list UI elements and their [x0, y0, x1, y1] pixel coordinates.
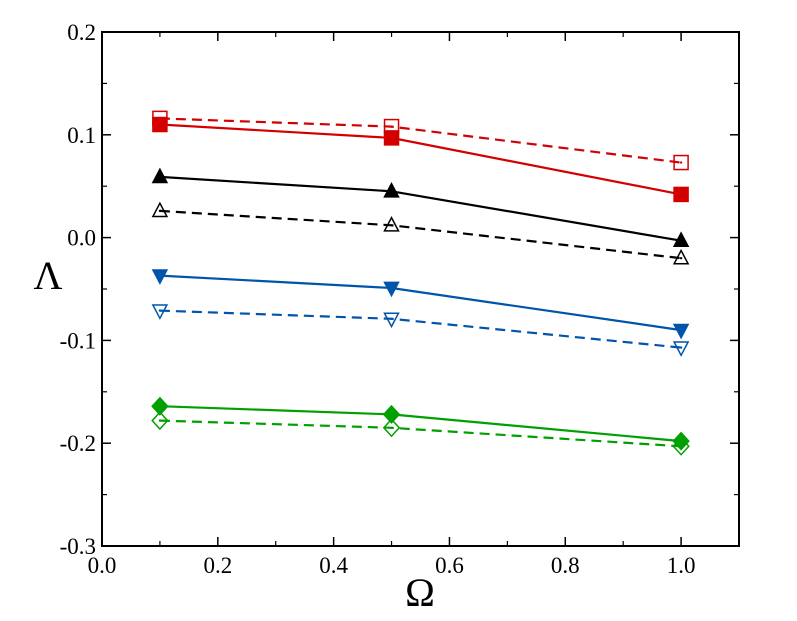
- series-blue-dashed-open-triangle-down: [151, 304, 690, 357]
- diamond-marker: [382, 404, 401, 424]
- series-line: [159, 209, 682, 260]
- y-tick-label: 0.2: [67, 20, 96, 45]
- diamond-marker: [151, 396, 169, 416]
- diamond-marker: [382, 418, 401, 438]
- marker-center-dot: [390, 224, 393, 227]
- series-black-solid-filled-triangle-up: [151, 167, 690, 248]
- triangle-up-marker: [383, 181, 400, 198]
- x-tick-label: 0.6: [435, 553, 464, 578]
- x-axis-label: Ω: [405, 570, 435, 615]
- marker-center-dot: [679, 445, 683, 448]
- y-tick-label: -0.1: [60, 328, 96, 353]
- y-tick-label: 0.1: [67, 123, 96, 148]
- series-line: [159, 405, 682, 443]
- x-tick-label: 0.8: [551, 553, 580, 578]
- x-tick-label: 0.4: [319, 553, 348, 578]
- marker-center-dot: [679, 256, 683, 260]
- triangle-down-marker: [672, 341, 690, 357]
- marker-center-dot: [679, 161, 683, 164]
- series-black-dashed-open-triangle-up: [151, 201, 690, 265]
- triangle-up-marker: [672, 231, 690, 248]
- diamond-marker: [151, 411, 169, 431]
- triangle-up-marker: [151, 201, 169, 218]
- triangle-up-marker: [672, 248, 690, 265]
- series-line: [159, 123, 682, 196]
- square-marker: [383, 130, 400, 146]
- triangle-up-marker: [151, 167, 169, 184]
- tick-labels: 0.0 0.2 0.4 0.6 0.8 1.0 -0.3 -0.2 -0.1 0.0 0.1 0.2: [60, 20, 696, 578]
- triangle-down-marker: [151, 304, 169, 320]
- series-group: [151, 110, 690, 456]
- series-green-solid-filled-diamond: [151, 396, 690, 451]
- marker-center-dot: [679, 346, 683, 349]
- marker-center-dot: [158, 209, 162, 213]
- series-red-dashed-open-square: [152, 110, 689, 171]
- series-blue-solid-filled-triangle-down: [151, 269, 690, 340]
- series-line: [159, 309, 682, 349]
- x-tick-label: 0.0: [88, 553, 117, 578]
- y-tick-label: -0.3: [60, 534, 96, 559]
- triangle-down-marker: [151, 269, 169, 285]
- marker-center-dot: [390, 125, 393, 128]
- marker-center-dot: [158, 419, 162, 422]
- y-tick-label: 0.0: [67, 226, 96, 251]
- square-marker: [673, 154, 689, 171]
- triangle-down-marker: [383, 281, 400, 298]
- marker-center-dot: [158, 117, 162, 120]
- triangle-down-marker: [672, 323, 690, 340]
- square-marker: [673, 186, 689, 203]
- triangle-up-marker: [383, 215, 400, 232]
- x-tick-label: 1.0: [667, 553, 696, 578]
- x-tick-label: 0.2: [203, 553, 232, 578]
- triangle-down-marker: [383, 312, 400, 329]
- y-axis-label: Λ: [33, 253, 62, 298]
- series-green-dashed-open-diamond: [151, 411, 690, 456]
- square-marker: [383, 118, 400, 135]
- square-marker: [152, 110, 168, 127]
- marker-center-dot: [390, 317, 393, 321]
- marker-center-dot: [158, 309, 162, 312]
- y-tick-label: -0.2: [60, 431, 96, 456]
- ticks: [101, 31, 739, 547]
- plot-frame: [101, 31, 740, 547]
- series-line: [159, 117, 682, 164]
- marker-center-dot: [390, 426, 393, 429]
- diamond-marker: [672, 436, 690, 456]
- series-line: [159, 175, 682, 242]
